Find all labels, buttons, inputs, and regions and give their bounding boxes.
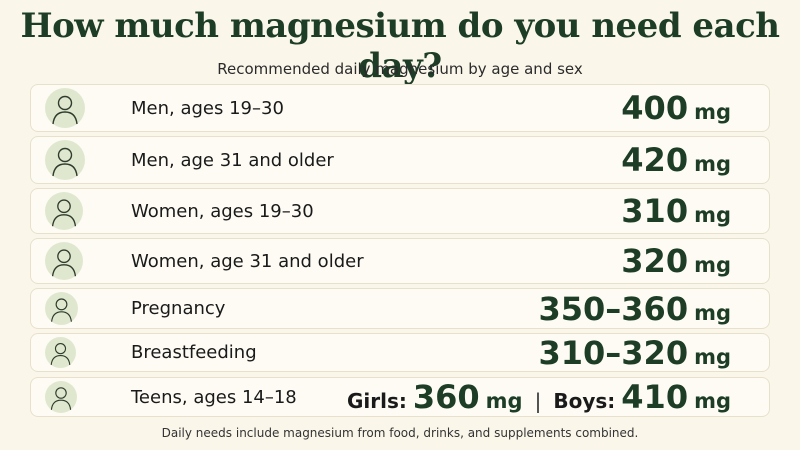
title: How much magnesium do you need each day?: [20, 6, 780, 86]
row-label: Women, ages 19–30: [131, 200, 314, 222]
row-label: Pregnancy: [131, 298, 226, 319]
amount: 320 mg: [621, 242, 731, 280]
amount: 350–360 mg: [538, 290, 731, 328]
amount-group: Girls:: [346, 389, 407, 413]
row: Women, age 31 and older 320 mg: [30, 238, 770, 284]
amount-number: 360: [412, 378, 480, 416]
subtitle: Recommended daily magnesium by age and s…: [217, 60, 583, 78]
icon: [45, 381, 77, 413]
row-label: Breastfeeding: [131, 342, 257, 363]
amount-number: 350–360: [538, 289, 689, 328]
amount-unit: mg: [694, 152, 731, 176]
amount-number: 310: [621, 192, 689, 230]
amount-unit: mg: [694, 389, 731, 413]
amount: 400 mg: [621, 89, 731, 127]
amount: Girls: 360 mg | Boys: 410 mg: [347, 378, 731, 416]
row: Teens, ages 14–18 Girls: 360 mg | Boys: 410 mg: [30, 377, 770, 417]
amount-unit: mg: [485, 389, 523, 413]
amount: 310–320 mg: [538, 334, 731, 372]
icon: [45, 242, 83, 280]
amount-unit: mg: [694, 300, 731, 325]
amount-number: 310–320: [538, 333, 689, 372]
row: Men, ages 19–30 400 mg: [30, 84, 770, 132]
row-label: Men, age 31 and older: [131, 149, 334, 171]
icon: [45, 192, 83, 230]
icon: [45, 140, 85, 180]
amount-number: 400: [621, 89, 689, 127]
row: Breastfeeding 310–320 mg: [30, 333, 770, 372]
amount-unit: mg: [694, 100, 731, 124]
footer: Daily needs include magnesium from food,…: [161, 426, 639, 440]
icon: [45, 337, 76, 368]
amount-number: 410: [621, 378, 689, 416]
amount-unit: mg: [694, 203, 731, 227]
amount-unit: mg: [694, 253, 731, 277]
row-label: Women, age 31 and older: [131, 250, 364, 272]
icon: [45, 292, 78, 325]
row: Men, age 31 and older 420 mg: [30, 136, 770, 184]
row: Women, ages 19–30 310 mg: [30, 188, 770, 234]
row: Pregnancy 350–360 mg: [30, 288, 770, 329]
row-label: Men, ages 19–30: [131, 97, 284, 119]
amount-number: 320: [621, 242, 689, 280]
separator: |: [534, 389, 542, 413]
amount: 420 mg: [621, 141, 731, 179]
row-label: Teens, ages 14–18: [131, 386, 297, 408]
amount-group: Boys:: [553, 389, 616, 413]
amount-number: 420: [621, 141, 689, 179]
amount: 310 mg: [621, 192, 731, 230]
icon: [45, 88, 85, 128]
amount-unit: mg: [694, 344, 731, 369]
